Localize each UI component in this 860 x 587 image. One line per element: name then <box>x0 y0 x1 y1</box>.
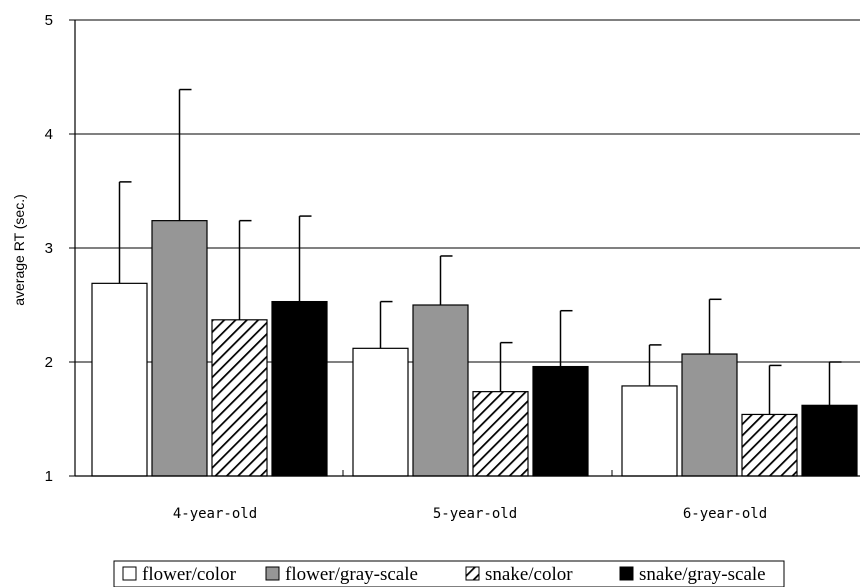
legend-label-1: flower/gray-scale <box>285 564 418 585</box>
legend-swatch-0 <box>122 566 137 581</box>
bar-1-1 <box>412 304 469 477</box>
bar-2-1 <box>472 391 529 477</box>
bar-0-1 <box>352 347 409 477</box>
y-tick-label-1: 1 <box>45 468 53 485</box>
y-tick-label-2: 2 <box>45 354 53 371</box>
legend-label-2: snake/color <box>485 564 573 585</box>
x-tick-label-0: 4-year-old <box>173 506 257 522</box>
bar-3-0 <box>271 300 328 477</box>
y-tick-label-4: 4 <box>45 126 53 143</box>
bars <box>91 88 858 477</box>
bar-3-1 <box>532 365 589 477</box>
bar-3-2 <box>801 404 858 477</box>
x-tick-label-1: 5-year-old <box>433 506 517 522</box>
bar-2-0 <box>211 319 268 477</box>
legend-swatch-1 <box>265 566 280 581</box>
bar-2-2 <box>741 413 798 477</box>
legend: flower/color flower/gray-scale snake/color… <box>113 560 785 587</box>
legend-swatch-2 <box>465 566 480 581</box>
tick-labels: 1 2 3 4 5 4-year-old 5-year-old 6-year-old <box>45 12 767 522</box>
bar-0-0 <box>91 282 148 477</box>
legend-label-0: flower/color <box>142 564 237 585</box>
legend-label-3: snake/gray-scale <box>639 564 766 585</box>
y-tick-label-5: 5 <box>45 12 53 29</box>
legend-box <box>113 560 785 587</box>
y-axis-label: average RT (sec.) <box>11 194 27 306</box>
axes <box>69 19 860 477</box>
bar-1-2 <box>681 353 738 477</box>
y-tick-label-3: 3 <box>45 240 53 257</box>
legend-swatch-3 <box>619 566 634 581</box>
bar-0-2 <box>621 385 678 477</box>
bar-1-0 <box>151 220 208 477</box>
x-tick-label-2: 6-year-old <box>683 506 767 522</box>
